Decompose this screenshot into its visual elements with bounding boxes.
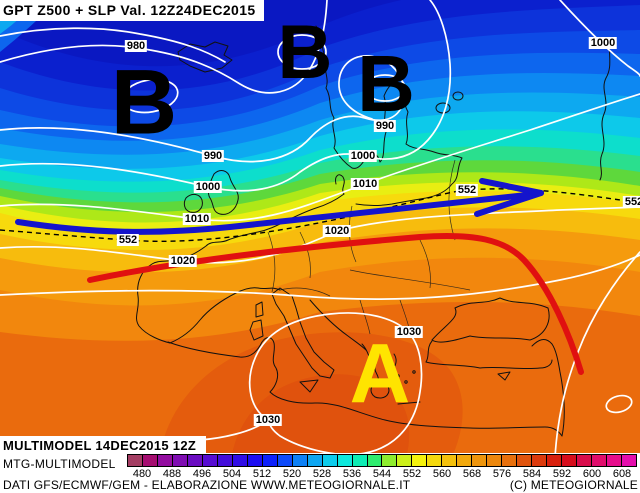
gpt-label-552: 552 [622,196,640,208]
color-scale-cell [337,455,353,466]
color-scale-tick: 520 [282,468,302,480]
isobar-label-1020: 1020 [168,255,198,267]
color-scale-tick: 592 [552,468,572,480]
color-scale-cell [427,455,443,466]
gpt-label-552: 552 [455,184,479,196]
isobar-label-980: 980 [124,40,148,52]
color-scale-cell [397,455,413,466]
isobar-label-1010: 1010 [350,178,380,190]
color-scale-cell [367,455,383,466]
color-scale-tick: 568 [462,468,482,480]
jet-arrow [15,178,544,235]
isobar-label-1000: 1000 [348,150,378,162]
z500-color-scale [127,454,637,467]
color-scale-cell [472,455,488,466]
color-scale-cell [232,455,248,466]
color-scale-tick: 488 [162,468,182,480]
color-scale-cell [307,455,323,466]
ridge-line [87,232,584,375]
color-scale-cell [592,455,607,466]
color-scale-cell [382,455,398,466]
color-scale-tick: 496 [192,468,212,480]
footer-bar: MTG-MULTIMODEL 480 488 496 504 512 520 528 536 5… [0,453,640,493]
high-center-A: A [349,326,411,421]
isobar-label-1030: 1030 [394,326,424,338]
color-scale-cell [442,455,458,466]
color-scale-cell [322,455,338,466]
color-scale-tick: 608 [612,468,632,480]
color-scale-tick: 600 [582,468,602,480]
isobar-label-1010: 1010 [182,213,212,225]
color-scale-tick: 528 [312,468,332,480]
color-scale-cell [202,455,218,466]
color-scale-tick: 560 [432,468,452,480]
color-scale-tick: 504 [222,468,242,480]
color-scale-cell [562,455,578,466]
color-scale-tick: 584 [522,468,542,480]
color-scale-cell [128,455,143,466]
isobar-label-1030: 1030 [253,414,283,426]
color-scale-cell [457,455,473,466]
submodel-label: MTG-MULTIMODEL [3,457,116,471]
coastlines [136,25,613,437]
copyright-label: (C) METEOGIORNALE [509,478,638,492]
model-run-label: MULTIMODEL 14DEC2015 12Z [0,436,207,455]
color-scale-tick: 536 [342,468,362,480]
isobar-label-1000: 1000 [193,181,223,193]
low-center-B: B [110,51,178,154]
color-scale-cell [142,455,158,466]
color-scale-cell [517,455,533,466]
color-scale-cell [172,455,188,466]
color-scale-cell [487,455,503,466]
isobar-label-1020: 1020 [322,225,352,237]
isobar-label-990: 990 [201,150,225,162]
color-scale-tick: 576 [492,468,512,480]
isobar-label-1000: 1000 [588,37,618,49]
z500-scale-ticks: 480 488 496 504 512 520 528 536 544 552 560 568 576 5… [127,468,637,480]
chart-title: GPT Z500 + SLP Val. 12Z24DEC2015 [0,0,264,21]
color-scale-cell [547,455,563,466]
color-scale-cell [247,455,263,466]
color-scale-cell [607,455,622,466]
color-scale-cell [532,455,548,466]
color-scale-tick: 480 [132,468,152,480]
color-scale-cell [412,455,428,466]
color-scale-tick: 544 [372,468,392,480]
color-scale-cell [217,455,233,466]
color-scale-cell [621,455,636,466]
color-scale-tick: 552 [402,468,422,480]
isobar-label-990: 990 [373,120,397,132]
color-scale-cell [262,455,278,466]
color-scale-cell [157,455,173,466]
color-scale-cell [577,455,593,466]
color-scale-cell [292,455,308,466]
color-scale-cell [502,455,518,466]
low-center-B: B [357,38,415,128]
low-center-B: B [277,9,333,95]
color-scale-tick: 512 [252,468,272,480]
color-scale-cell [277,455,293,466]
credits-label: DATI GFS/ECMWF/GEM - ELABORAZIONE WWW.ME… [3,478,411,492]
color-scale-cell [187,455,203,466]
gpt-label-552: 552 [116,234,140,246]
color-scale-cell [352,455,368,466]
